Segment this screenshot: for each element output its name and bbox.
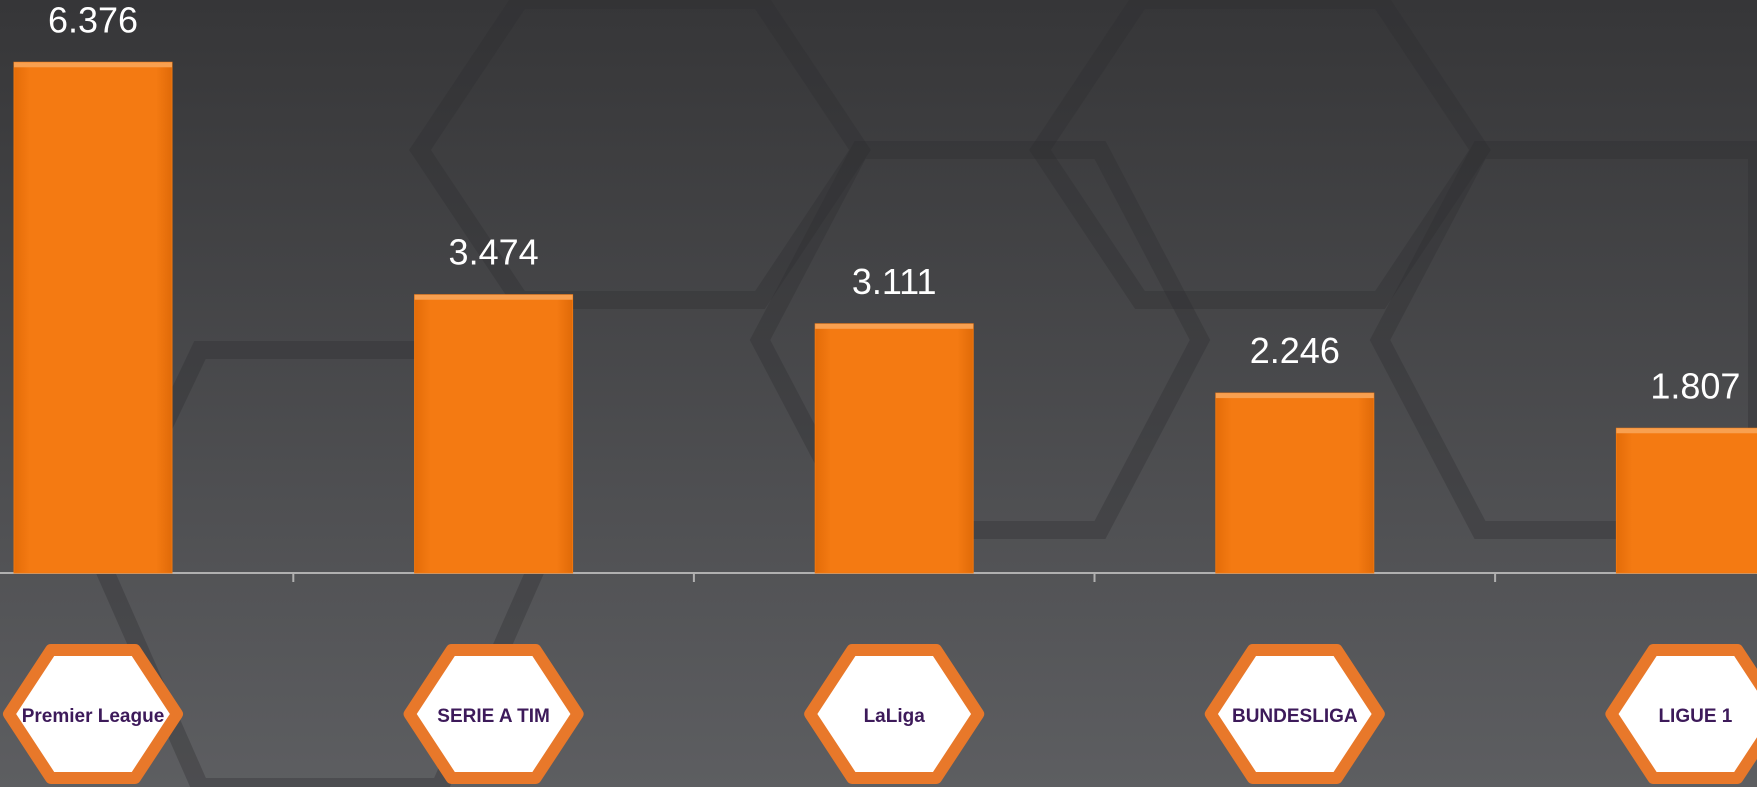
value-label: 3.474 (449, 232, 539, 273)
logo-hexagon (1204, 644, 1385, 784)
bar (13, 61, 173, 574)
x-tick-label: BUNDESLIGA (1232, 706, 1358, 727)
bar-highlight (414, 294, 573, 300)
bar (1215, 392, 1375, 574)
logo-hexagon (1605, 644, 1757, 784)
league-logo: LaLiga (804, 644, 985, 784)
x-tick-label: Premier League (22, 706, 165, 727)
value-label: 2.246 (1250, 330, 1340, 371)
league-logo: SERIE A TIM (403, 644, 584, 784)
bar (1615, 427, 1757, 574)
bar-highlight (14, 62, 172, 68)
league-logo: LIGUE 1 (1605, 644, 1757, 784)
value-label: 1.807 (1650, 365, 1740, 406)
value-label: 3.111 (852, 261, 937, 302)
bar (414, 294, 574, 574)
x-tick-label: LIGUE 1 (1658, 706, 1732, 727)
logo-hexagon (804, 644, 985, 784)
logo-hexagon (403, 644, 584, 784)
league-logo: Premier League (3, 644, 183, 784)
bar-highlight (1616, 428, 1757, 434)
logo-hexagon (3, 644, 183, 784)
bar-highlight (815, 323, 974, 329)
value-label: 6.376 (48, 0, 138, 40)
league-logo: BUNDESLIGA (1204, 644, 1385, 784)
x-tick-label: SERIE A TIM (437, 706, 550, 727)
bar-highlight (1215, 393, 1374, 399)
x-tick-label: LaLiga (864, 706, 926, 727)
bar (814, 323, 974, 574)
